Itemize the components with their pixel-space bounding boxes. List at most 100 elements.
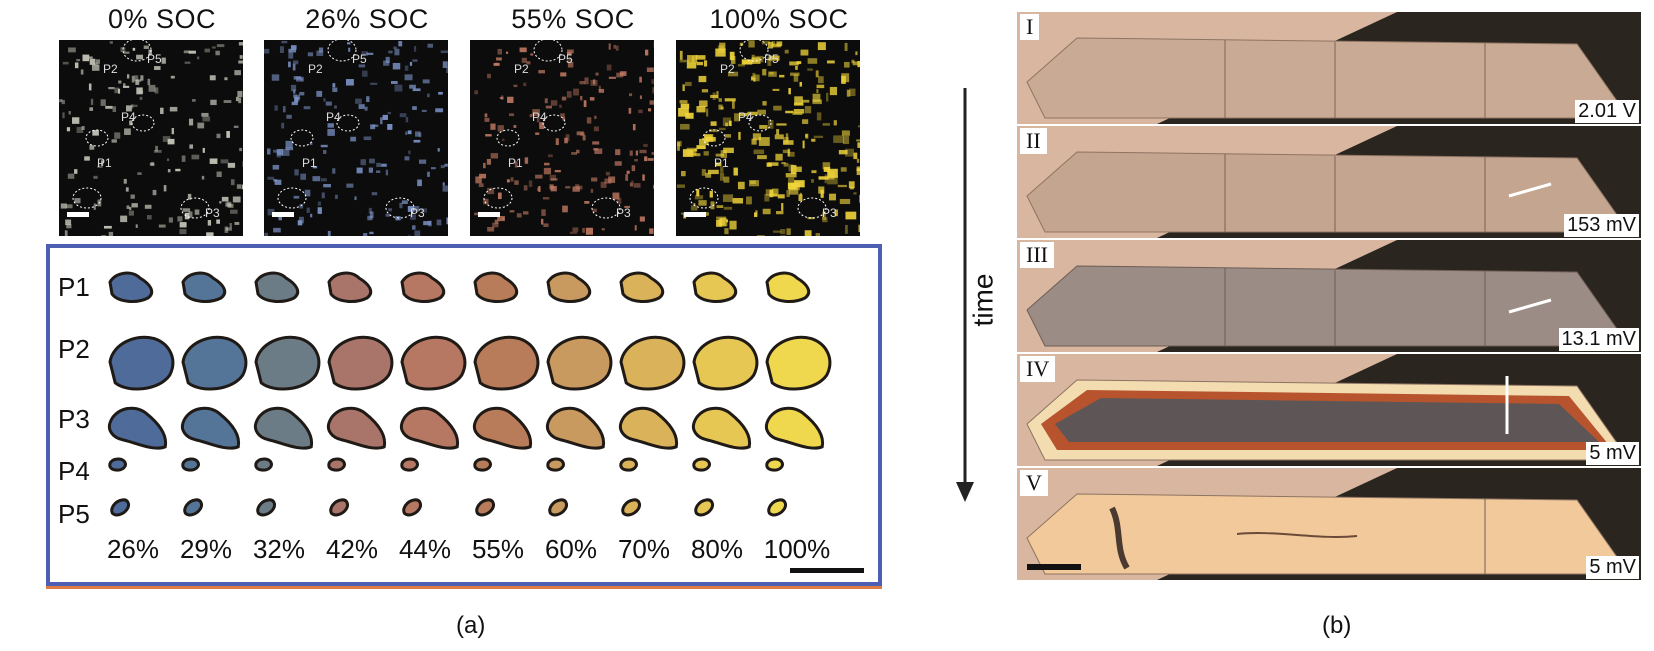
particle-image bbox=[692, 457, 711, 472]
particle-image bbox=[548, 498, 568, 517]
scale-bar bbox=[790, 568, 864, 573]
particle-label: P1 bbox=[714, 156, 729, 170]
frame-1: I 2.01 V bbox=[1017, 12, 1641, 124]
particle-image bbox=[183, 498, 203, 517]
micrograph-soc-0: P5 P2 P4 P1 P3 bbox=[59, 40, 243, 236]
particle-label: P4 bbox=[121, 110, 136, 124]
particle-image bbox=[400, 457, 419, 472]
frame-label: II bbox=[1020, 128, 1047, 154]
particle-image bbox=[472, 406, 533, 450]
frame-4: IV 5 mV bbox=[1017, 354, 1641, 466]
particle-image bbox=[326, 406, 387, 450]
row-label-p4: P4 bbox=[58, 456, 90, 486]
particle-image bbox=[765, 335, 832, 391]
particle-image bbox=[181, 271, 227, 303]
particle-label: P2 bbox=[514, 62, 529, 76]
voltage-label: 2.01 V bbox=[1575, 100, 1639, 123]
pct-label: 26% bbox=[106, 534, 160, 564]
time-axis-label: time bbox=[967, 273, 999, 327]
particle-label: P2 bbox=[308, 62, 323, 76]
pct-label: 80% bbox=[690, 534, 744, 564]
frame-2: II 153 mV bbox=[1017, 126, 1641, 238]
electrode-image bbox=[1017, 12, 1641, 124]
particle-image bbox=[619, 271, 665, 303]
soc-title-100: 100% SOC bbox=[709, 4, 849, 34]
particle-image bbox=[180, 406, 241, 450]
particle-image bbox=[546, 457, 565, 472]
particle-image bbox=[254, 457, 273, 472]
electrode-image bbox=[1017, 468, 1641, 580]
particle-label: P2 bbox=[103, 62, 118, 76]
particle-image bbox=[618, 406, 679, 450]
scale-bar bbox=[684, 212, 706, 217]
electrode-image bbox=[1017, 126, 1641, 238]
particle-label: P1 bbox=[97, 156, 112, 170]
particle-image bbox=[621, 498, 641, 517]
particle-label: P4 bbox=[738, 110, 753, 124]
particle-label: P2 bbox=[720, 62, 735, 76]
micrograph-soc-55: P5 P2 P4 P1 P3 bbox=[470, 40, 654, 236]
particle-image bbox=[546, 335, 613, 391]
pct-label: 32% bbox=[252, 534, 306, 564]
electrode-image bbox=[1017, 354, 1641, 466]
particle-image bbox=[400, 271, 446, 303]
particle-image bbox=[327, 335, 394, 391]
soc-title-26: 26% SOC bbox=[305, 4, 429, 34]
voltage-label: 5 mV bbox=[1586, 442, 1639, 465]
micrograph-texture bbox=[59, 40, 243, 236]
micrograph-texture bbox=[470, 40, 654, 236]
scale-bar bbox=[67, 212, 89, 217]
particle-image bbox=[765, 457, 784, 472]
pct-label: 100% bbox=[763, 534, 831, 564]
frame-label: III bbox=[1020, 242, 1054, 268]
particle-label: P3 bbox=[410, 206, 425, 220]
particle-image bbox=[108, 335, 175, 391]
row-label-p3: P3 bbox=[58, 404, 90, 434]
particle-image bbox=[110, 498, 130, 517]
particle-image bbox=[327, 271, 373, 303]
voltage-label: 13.1 mV bbox=[1558, 328, 1639, 351]
particle-image bbox=[254, 271, 300, 303]
particle-image bbox=[256, 498, 276, 517]
particle-image bbox=[327, 457, 346, 472]
particle-grid bbox=[107, 271, 832, 517]
particle-image bbox=[765, 271, 811, 303]
particle-image bbox=[402, 498, 422, 517]
frame-5: V 5 mV bbox=[1017, 468, 1641, 580]
particle-image bbox=[473, 457, 492, 472]
particle-image bbox=[691, 406, 752, 450]
particle-label: P1 bbox=[508, 156, 523, 170]
particle-label: P3 bbox=[205, 206, 220, 220]
voltage-label: 153 mV bbox=[1564, 214, 1639, 237]
inset-underline bbox=[46, 586, 882, 589]
particle-label: P3 bbox=[616, 206, 631, 220]
scale-bar bbox=[478, 212, 500, 217]
soc-title-0: 0% SOC bbox=[107, 4, 217, 34]
particle-image bbox=[694, 498, 714, 517]
particle-evolution-inset bbox=[46, 244, 882, 586]
particle-image bbox=[108, 457, 127, 472]
particle-image bbox=[107, 406, 168, 450]
frame-label: IV bbox=[1020, 356, 1056, 382]
pct-label: 60% bbox=[544, 534, 598, 564]
soc-title-55: 55% SOC bbox=[511, 4, 635, 34]
particle-image bbox=[181, 457, 200, 472]
micrograph-texture bbox=[676, 40, 860, 236]
particle-image bbox=[546, 271, 592, 303]
particle-image bbox=[619, 457, 638, 472]
pct-label: 55% bbox=[471, 534, 525, 564]
particle-image bbox=[473, 271, 519, 303]
scale-bar bbox=[272, 212, 294, 217]
particle-image bbox=[399, 406, 460, 450]
particle-image bbox=[253, 406, 314, 450]
pct-label: 29% bbox=[179, 534, 233, 564]
particle-image bbox=[254, 335, 321, 391]
row-label-p2: P2 bbox=[58, 334, 90, 364]
particle-image bbox=[473, 335, 540, 391]
row-label-p5: P5 bbox=[58, 499, 90, 529]
row-label-p1: P1 bbox=[58, 272, 90, 302]
particle-label: P4 bbox=[326, 110, 341, 124]
particle-image bbox=[545, 406, 606, 450]
particle-image bbox=[692, 335, 759, 391]
frame-label: I bbox=[1020, 14, 1040, 40]
